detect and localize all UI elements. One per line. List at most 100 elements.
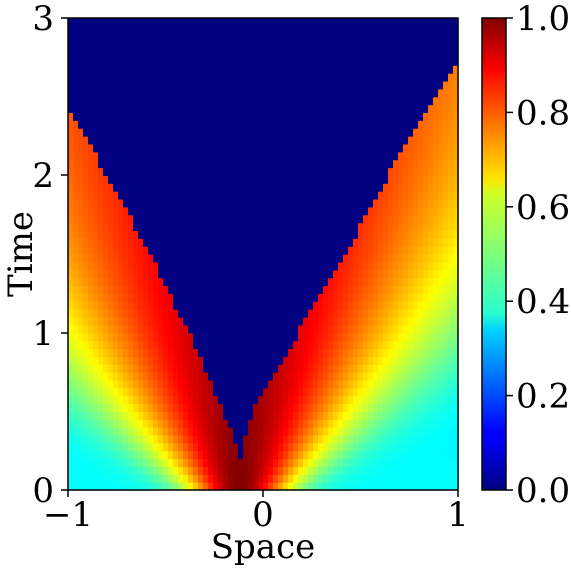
heatmap-cell	[268, 96, 274, 106]
heatmap-cell	[243, 230, 249, 239]
heatmap-cell	[413, 112, 419, 121]
heatmap-cell	[208, 356, 214, 365]
heatmap-cell	[293, 466, 299, 475]
heatmap-cell	[288, 411, 294, 420]
heatmap-cell	[118, 104, 124, 113]
heatmap-cell	[213, 191, 219, 200]
heatmap-cell	[403, 206, 409, 216]
heatmap-cell	[248, 33, 254, 43]
heatmap-cell	[268, 159, 274, 169]
heatmap-cell	[83, 159, 89, 169]
heatmap-cell	[368, 112, 374, 121]
heatmap-cell	[113, 25, 119, 35]
heatmap-cell	[428, 254, 434, 263]
heatmap-cell	[323, 482, 329, 491]
heatmap-cell	[173, 387, 179, 397]
heatmap-cell	[203, 372, 209, 381]
heatmap-cell	[158, 254, 164, 263]
heatmap-cell	[213, 57, 219, 66]
heatmap-cell	[88, 450, 94, 460]
heatmap-cell	[193, 57, 199, 66]
heatmap-cell	[203, 356, 209, 365]
heatmap-cell	[393, 230, 399, 239]
heatmap-cell	[243, 434, 249, 444]
heatmap-cell	[393, 167, 399, 176]
heatmap-cell	[368, 442, 374, 452]
heatmap-cell	[128, 434, 134, 444]
heatmap-cell	[433, 450, 439, 460]
heatmap-cell	[443, 269, 449, 279]
heatmap-cell	[98, 309, 104, 318]
heatmap-cell	[118, 316, 124, 326]
heatmap-cell	[193, 458, 199, 467]
heatmap-cell	[88, 269, 94, 279]
heatmap-cell	[278, 175, 284, 184]
heatmap-cell	[203, 364, 209, 373]
heatmap-cell	[453, 269, 459, 279]
heatmap-cell	[278, 442, 284, 452]
heatmap-cell	[128, 254, 134, 263]
heatmap-cell	[428, 88, 434, 98]
heatmap-cell	[268, 167, 274, 176]
heatmap-cell	[138, 301, 144, 310]
heatmap-cell	[263, 80, 269, 90]
heatmap-cell	[133, 450, 139, 460]
heatmap-cell	[448, 269, 454, 279]
heatmap-cell	[263, 458, 269, 467]
heatmap-cell	[433, 151, 439, 161]
heatmap-cell	[293, 411, 299, 420]
heatmap-cell	[133, 159, 139, 169]
heatmap-cell	[288, 277, 294, 287]
heatmap-cell	[323, 269, 329, 279]
heatmap-cell	[383, 88, 389, 98]
heatmap-cell	[373, 167, 379, 176]
heatmap-cell	[418, 340, 424, 349]
heatmap-cell	[188, 482, 194, 491]
heatmap-cell	[148, 151, 154, 161]
heatmap-cell	[168, 120, 174, 129]
heatmap-cell	[133, 214, 139, 224]
heatmap-cell	[353, 214, 359, 224]
heatmap-cell	[353, 128, 359, 137]
heatmap-cell	[68, 427, 74, 436]
heatmap-cell	[343, 73, 349, 82]
heatmap-cell	[403, 301, 409, 310]
heatmap-cell	[393, 356, 399, 365]
heatmap-cell	[83, 128, 89, 137]
heatmap-cell	[248, 387, 254, 397]
heatmap-cell	[428, 348, 434, 357]
heatmap-cell	[323, 387, 329, 397]
heatmap-cell	[168, 246, 174, 255]
heatmap-cell	[428, 466, 434, 475]
heatmap-cell	[208, 411, 214, 420]
heatmap-cell	[223, 442, 229, 452]
heatmap-cell	[358, 356, 364, 365]
heatmap-cell	[103, 25, 109, 35]
heatmap-cell	[358, 332, 364, 342]
heatmap-cell	[398, 41, 404, 51]
heatmap-cell	[268, 88, 274, 98]
heatmap-cell	[418, 348, 424, 357]
heatmap-cell	[168, 96, 174, 106]
heatmap-cell	[303, 198, 309, 208]
heatmap-cell	[263, 175, 269, 184]
heatmap-cell	[108, 120, 114, 129]
heatmap-cell	[368, 214, 374, 224]
heatmap-cell	[93, 175, 99, 184]
heatmap-cell	[278, 269, 284, 279]
heatmap-cell	[363, 395, 369, 405]
heatmap-cell	[108, 411, 114, 420]
heatmap-cell	[378, 379, 384, 389]
heatmap-cell	[118, 191, 124, 200]
heatmap-cell	[218, 18, 224, 27]
heatmap-cell	[318, 112, 324, 121]
heatmap-cell	[393, 450, 399, 460]
heatmap-cell	[163, 316, 169, 326]
heatmap-cell	[158, 191, 164, 200]
heatmap-cell	[283, 419, 289, 428]
heatmap-cell	[308, 379, 314, 389]
heatmap-cell	[98, 143, 104, 153]
heatmap-cell	[388, 214, 394, 224]
heatmap-cell	[108, 159, 114, 169]
heatmap-cell	[283, 372, 289, 381]
